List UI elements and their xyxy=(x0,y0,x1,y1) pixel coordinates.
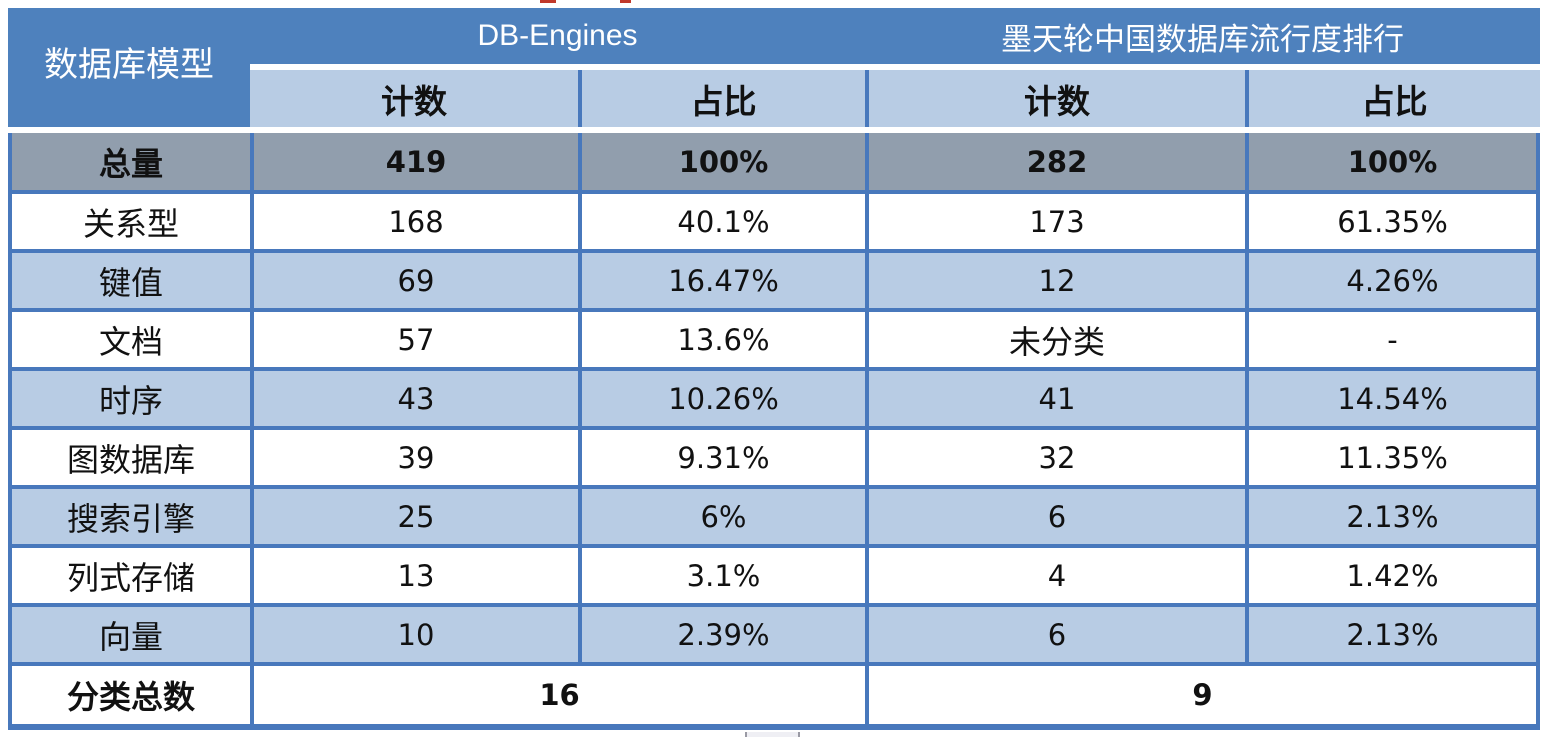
db-share-cell: 6% xyxy=(578,489,865,544)
row-label: 图数据库 xyxy=(66,441,195,478)
table-row: 时序 43 10.26% 41 14.54% xyxy=(12,367,1536,426)
header-divider-gap xyxy=(250,64,1540,70)
db-count-cell: 13 xyxy=(250,548,578,603)
subheader-db-count: 计数 xyxy=(381,84,447,121)
table-row-total: 总量 419 100% 282 100% xyxy=(12,133,1536,190)
modb-count-cell: 41 xyxy=(865,371,1245,426)
row-label: 列式存储 xyxy=(66,559,195,596)
modb-count-cell: 282 xyxy=(865,133,1245,190)
row-label: 搜索引擎 xyxy=(66,500,195,537)
modb-share-cell: 100% xyxy=(1245,133,1536,190)
table-row: 向量 10 2.39% 6 2.13% xyxy=(12,603,1536,662)
db-share-cell: 10.26% xyxy=(578,371,865,426)
table-row: 列式存储 13 3.1% 4 1.42% xyxy=(12,544,1536,603)
subheader-modb-count: 计数 xyxy=(865,70,1245,127)
cropped-red-text-artifact xyxy=(620,0,631,3)
db-count-cell: 57 xyxy=(250,312,578,367)
corner-header-cell: 数据库模型 xyxy=(44,47,214,84)
row-label: 时序 xyxy=(98,382,163,419)
modb-count-cell: 32 xyxy=(865,430,1245,485)
modb-share-cell: 1.42% xyxy=(1245,548,1536,603)
modb-count-cell: 未分类 xyxy=(865,312,1245,367)
row-label: 键值 xyxy=(98,264,163,301)
cropped-red-text-artifact xyxy=(540,0,556,3)
table-body: 总量 419 100% 282 100% 关系型 168 40.1% 173 6… xyxy=(8,133,1540,730)
horizontal-scrollbar-thumb[interactable] xyxy=(745,732,800,737)
modb-share-cell: 2.13% xyxy=(1245,489,1536,544)
row-label: 文档 xyxy=(98,323,163,360)
db-count-cell: 43 xyxy=(250,371,578,426)
table-row-summary: 分类总数 16 9 xyxy=(12,662,1536,724)
db-count-cell: 25 xyxy=(250,489,578,544)
subheader-row: 计数 占比 计数 占比 xyxy=(250,70,1540,127)
db-engines-category-total-cell: 16 xyxy=(250,666,865,724)
table-row: 搜索引擎 25 6% 6 2.13% xyxy=(12,485,1536,544)
db-share-cell: 100% xyxy=(578,133,865,190)
modb-count-cell: 6 xyxy=(865,489,1245,544)
table-row: 键值 69 16.47% 12 4.26% xyxy=(12,249,1536,308)
db-count-cell: 69 xyxy=(250,253,578,308)
database-model-comparison-table: 数据库模型 DB-Engines 墨天轮中国数据库流行度排行 计数 占比 计数 … xyxy=(8,8,1540,730)
modb-share-cell: 2.13% xyxy=(1245,607,1536,662)
subheader-modb-share: 占比 xyxy=(1245,70,1540,127)
db-count-cell: 39 xyxy=(250,430,578,485)
group-banners: DB-Engines 墨天轮中国数据库流行度排行 xyxy=(250,8,1540,64)
row-label: 向量 xyxy=(98,618,163,655)
modb-category-total-cell: 9 xyxy=(865,666,1536,724)
db-count-cell: 168 xyxy=(250,194,578,249)
table-row: 关系型 168 40.1% 173 61.35% xyxy=(12,190,1536,249)
db-share-cell: 9.31% xyxy=(578,430,865,485)
row-label: 关系型 xyxy=(82,205,179,242)
modb-count-cell: 173 xyxy=(865,194,1245,249)
db-share-cell: 2.39% xyxy=(578,607,865,662)
modb-share-cell: 11.35% xyxy=(1245,430,1536,485)
db-share-cell: 13.6% xyxy=(578,312,865,367)
group-title-modb-ranking: 墨天轮中国数据库流行度排行 xyxy=(1001,21,1404,57)
modb-count-cell: 6 xyxy=(865,607,1245,662)
modb-count-cell: 4 xyxy=(865,548,1245,603)
row-label: 总量 xyxy=(98,145,163,182)
db-share-cell: 3.1% xyxy=(578,548,865,603)
modb-share-cell: - xyxy=(1245,312,1536,367)
modb-share-cell: 14.54% xyxy=(1245,371,1536,426)
modb-count-cell: 12 xyxy=(865,253,1245,308)
table-header: 数据库模型 DB-Engines 墨天轮中国数据库流行度排行 计数 占比 计数 … xyxy=(8,8,1540,127)
table-row: 文档 57 13.6% 未分类 - xyxy=(12,308,1536,367)
modb-share-cell: 4.26% xyxy=(1245,253,1536,308)
db-count-cell: 10 xyxy=(250,607,578,662)
subheader-db-share: 占比 xyxy=(578,70,865,127)
db-share-cell: 40.1% xyxy=(578,194,865,249)
modb-share-cell: 61.35% xyxy=(1245,194,1536,249)
db-count-cell: 419 xyxy=(250,133,578,190)
db-share-cell: 16.47% xyxy=(578,253,865,308)
row-label: 分类总数 xyxy=(66,679,195,715)
group-title-db-engines: DB-Engines xyxy=(477,19,638,52)
table-row: 图数据库 39 9.31% 32 11.35% xyxy=(12,426,1536,485)
